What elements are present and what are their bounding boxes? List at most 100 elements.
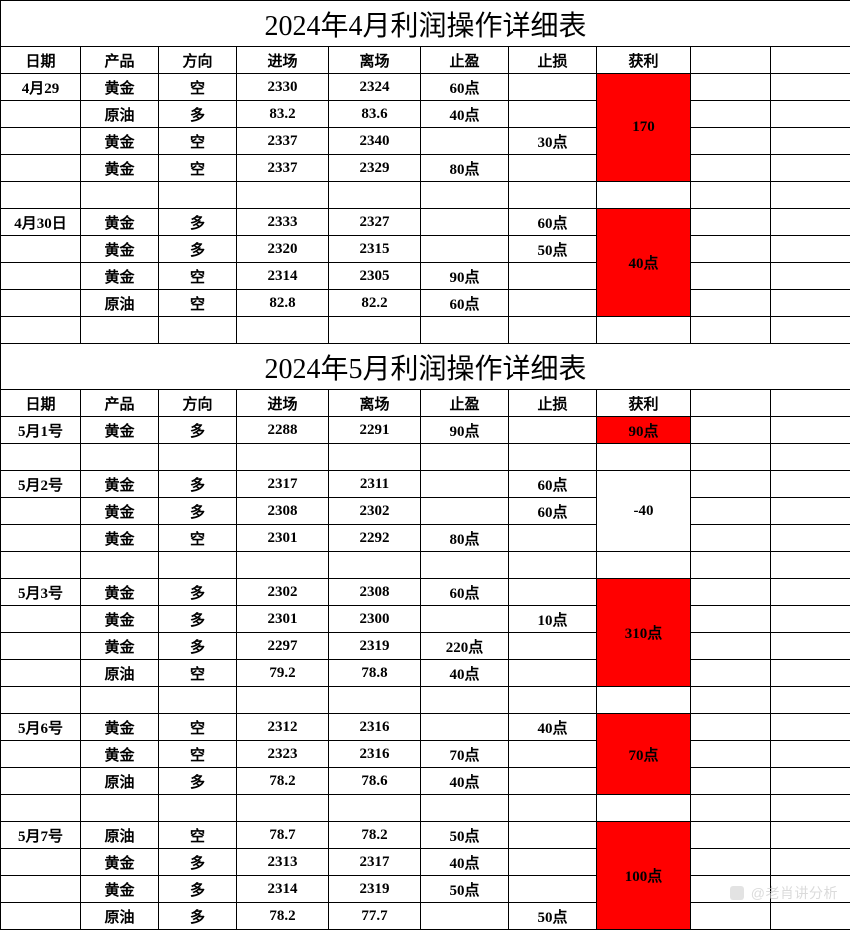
cell-date: 5月1号 (1, 417, 81, 444)
col-header-4: 离场 (329, 47, 421, 74)
spacer-cell (597, 687, 691, 714)
cell-direction: 空 (159, 525, 237, 552)
cell-entry: 2301 (237, 606, 329, 633)
cell-entry: 2333 (237, 209, 329, 236)
cell-direction: 多 (159, 498, 237, 525)
spacer-cell (329, 444, 421, 471)
cell-direction: 多 (159, 633, 237, 660)
cell-extra-1 (691, 263, 771, 290)
table-row: 5月2号黄金多2317231160点-40 (1, 471, 850, 498)
table-row: 原油多78.277.750点 (1, 903, 850, 930)
section-title-row: 2024年4月利润操作详细表 (1, 1, 850, 47)
cell-exit: 2327 (329, 209, 421, 236)
weibo-icon (730, 886, 744, 900)
cell-entry: 2317 (237, 471, 329, 498)
cell-entry: 2320 (237, 236, 329, 263)
cell-extra-1 (691, 498, 771, 525)
spacer-cell (597, 795, 691, 822)
cell-stop-loss (509, 417, 597, 444)
table-row: 黄金多2313231740点 (1, 849, 850, 876)
cell-exit: 2308 (329, 579, 421, 606)
cell-stop-loss: 60点 (509, 498, 597, 525)
cell-exit: 2311 (329, 471, 421, 498)
cell-extra-1 (691, 471, 771, 498)
cell-product: 原油 (81, 903, 159, 930)
cell-extra-1 (691, 155, 771, 182)
spacer-row (1, 182, 850, 209)
table-row: 原油空82.882.260点 (1, 290, 850, 317)
cell-date: 5月2号 (1, 471, 81, 498)
spacer-cell (159, 795, 237, 822)
header-row: 日期产品方向进场离场止盈止损获利 (1, 390, 850, 417)
spacer-cell (329, 687, 421, 714)
spacer-cell (237, 687, 329, 714)
cell-extra-2 (771, 471, 850, 498)
cell-take-profit (421, 903, 509, 930)
spacer-cell (509, 552, 597, 579)
cell-date (1, 876, 81, 903)
spacer-cell (1, 795, 81, 822)
cell-direction: 多 (159, 606, 237, 633)
spacer-cell (237, 552, 329, 579)
cell-entry: 2308 (237, 498, 329, 525)
cell-product: 原油 (81, 290, 159, 317)
cell-stop-loss (509, 579, 597, 606)
spacer-cell (771, 552, 850, 579)
cell-stop-loss: 60点 (509, 471, 597, 498)
cell-entry: 78.2 (237, 768, 329, 795)
spacer-cell (509, 444, 597, 471)
cell-extra-1 (691, 290, 771, 317)
col-header-2: 方向 (159, 47, 237, 74)
col-header-5: 止盈 (421, 390, 509, 417)
watermark: @老肖讲分析 (730, 883, 838, 903)
spacer-cell (81, 552, 159, 579)
cell-extra-1 (691, 741, 771, 768)
cell-stop-loss (509, 263, 597, 290)
cell-extra-2 (771, 498, 850, 525)
cell-stop-loss (509, 822, 597, 849)
cell-extra-2 (771, 849, 850, 876)
cell-extra-2 (771, 74, 850, 101)
cell-stop-loss (509, 876, 597, 903)
col-header-7: 获利 (597, 47, 691, 74)
cell-entry: 82.8 (237, 290, 329, 317)
cell-take-profit (421, 471, 509, 498)
spacer-cell (509, 182, 597, 209)
cell-entry: 2323 (237, 741, 329, 768)
cell-entry: 2337 (237, 155, 329, 182)
cell-exit: 78.2 (329, 822, 421, 849)
col-extra-1 (691, 47, 771, 74)
cell-take-profit: 90点 (421, 263, 509, 290)
table-row: 黄金多2314231950点 (1, 876, 850, 903)
cell-product: 黄金 (81, 579, 159, 606)
spacer-row (1, 795, 850, 822)
cell-direction: 多 (159, 579, 237, 606)
cell-date (1, 768, 81, 795)
cell-extra-1 (691, 579, 771, 606)
table-row: 黄金空2337232980点 (1, 155, 850, 182)
cell-direction: 空 (159, 660, 237, 687)
cell-stop-loss (509, 741, 597, 768)
table-row: 黄金空2301229280点 (1, 525, 850, 552)
spacer-cell (1, 687, 81, 714)
spacer-cell (159, 687, 237, 714)
cell-entry: 2297 (237, 633, 329, 660)
cell-product: 黄金 (81, 498, 159, 525)
cell-stop-loss (509, 101, 597, 128)
cell-direction: 多 (159, 471, 237, 498)
spacer-cell (421, 795, 509, 822)
spacer-cell (597, 182, 691, 209)
col-header-3: 进场 (237, 47, 329, 74)
cell-stop-loss (509, 633, 597, 660)
cell-extra-2 (771, 263, 850, 290)
spacer-cell (771, 317, 850, 344)
col-header-3: 进场 (237, 390, 329, 417)
cell-stop-loss: 50点 (509, 903, 597, 930)
cell-exit: 2319 (329, 876, 421, 903)
cell-take-profit: 40点 (421, 849, 509, 876)
cell-date (1, 498, 81, 525)
cell-entry: 2337 (237, 128, 329, 155)
cell-exit: 2292 (329, 525, 421, 552)
cell-product: 黄金 (81, 876, 159, 903)
spacer-cell (1, 552, 81, 579)
